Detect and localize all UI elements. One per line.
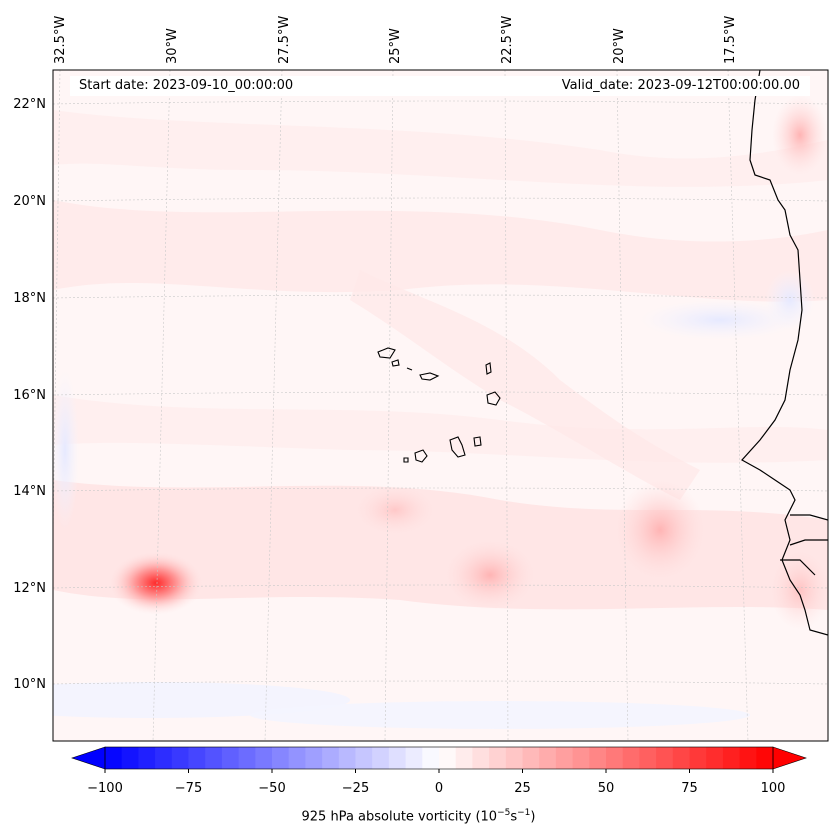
lat-label: 22°N (13, 97, 46, 112)
colorbar-segment (305, 747, 323, 769)
lat-label: 12°N (13, 581, 46, 596)
colorbar-segment (255, 747, 273, 769)
lon-label: 20°W (612, 28, 627, 64)
lat-label: 10°N (13, 677, 46, 692)
lon-label: 32.5°W (53, 15, 68, 64)
colorbar-tick-label: 0 (434, 781, 444, 796)
lon-label: 17.5°W (723, 15, 738, 64)
colorbar-segment (238, 747, 256, 769)
colorbar-segment (272, 747, 290, 769)
lat-label: 20°N (13, 194, 46, 209)
colorbar-segment (105, 747, 123, 769)
date-banner (70, 76, 810, 96)
colorbar-segment (322, 747, 340, 769)
map-frame (52, 69, 829, 742)
colorbar-segment (439, 747, 457, 769)
colorbar-segment (572, 747, 590, 769)
lat-label: 14°N (13, 484, 46, 499)
colorbar-low-extend (71, 746, 106, 770)
colorbar-segment (221, 747, 240, 769)
colorbar-segment (639, 747, 657, 769)
colorbar-tick-label: 100 (760, 781, 786, 796)
colorbar-segment (455, 747, 473, 769)
colorbar-segment (338, 747, 356, 769)
colorbar-segment (622, 747, 640, 769)
colorbar-segment (606, 747, 624, 769)
colorbar-segment (388, 747, 407, 769)
colorbar-segment (171, 747, 189, 769)
colorbar-segment (472, 747, 490, 769)
colorbar-segment (489, 747, 507, 769)
colorbar-tick-label: 75 (681, 781, 698, 796)
graticule (53, 70, 828, 741)
colorbar-segment (288, 747, 306, 769)
colorbar-segment (505, 747, 523, 769)
colorbar-tick-label: 25 (514, 781, 531, 796)
colorbar-segment (155, 747, 173, 769)
colorbar-segment (205, 747, 223, 769)
colorbar-tick-label: −25 (341, 781, 370, 796)
colorbar-segment (739, 747, 757, 769)
colorbar-segment (121, 747, 139, 769)
colorbar-segment (589, 747, 607, 769)
colorbar-segment (656, 747, 674, 769)
colorbar-segment (689, 747, 707, 769)
colorbar-segment (756, 747, 774, 769)
africa-coastline (741, 70, 828, 636)
colorbar-tick-label: −75 (174, 781, 203, 796)
colorbar-tick-label: −100 (87, 781, 123, 796)
colorbar-segment (138, 747, 156, 769)
colorbar-segment (706, 747, 724, 769)
lon-label: 22.5°W (500, 15, 515, 64)
lon-label: 25°W (388, 28, 403, 64)
colorbar-segment (722, 747, 741, 769)
colorbar-segment (372, 747, 390, 769)
colorbar-tick-label: −50 (258, 781, 286, 796)
colorbar (71, 746, 807, 773)
lat-label: 16°N (13, 388, 46, 403)
lon-label: 27.5°W (277, 15, 292, 64)
start-date-label: Start date: 2023-09-10_00:00:00 (79, 78, 294, 93)
colorbar-segment (422, 747, 440, 769)
colorbar-segment (355, 747, 373, 769)
cape-verde-islands (377, 347, 501, 463)
colorbar-segment (539, 747, 557, 769)
colorbar-title: 925 hPa absolute vorticity (10−5s−1) (301, 808, 536, 825)
colorbar-segment (405, 747, 423, 769)
colorbar-segment (522, 747, 540, 769)
vorticity-field (53, 70, 828, 741)
colorbar-tick-label: 50 (597, 781, 615, 796)
colorbar-segment (672, 747, 690, 769)
colorbar-high-extend (772, 746, 807, 770)
valid-date-label: Valid_date: 2023-09-12T00:00:00.00 (561, 78, 800, 93)
lon-label: 30°W (165, 28, 180, 64)
colorbar-segment (188, 747, 206, 769)
colorbar-segment (555, 747, 574, 769)
lat-label: 18°N (13, 291, 46, 306)
